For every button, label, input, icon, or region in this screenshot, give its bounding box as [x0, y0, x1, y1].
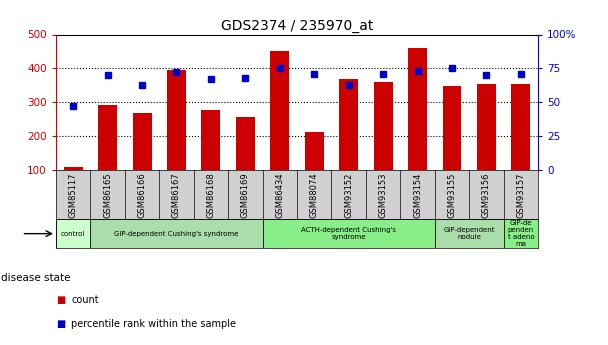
Text: GIP-de
penden
t adeno
ma: GIP-de penden t adeno ma	[508, 220, 534, 247]
Bar	[98, 105, 117, 170]
Text: GIP-dependent
nodule: GIP-dependent nodule	[443, 227, 495, 240]
Text: percentile rank within the sample: percentile rank within the sample	[71, 319, 236, 329]
Text: count: count	[71, 295, 98, 305]
Bar	[477, 84, 496, 170]
Bar	[236, 117, 255, 170]
Bar	[133, 113, 151, 170]
Text: GSM86169: GSM86169	[241, 172, 250, 218]
Bar	[263, 219, 435, 248]
Text: ■: ■	[56, 319, 65, 329]
Bar	[511, 84, 530, 170]
Text: GSM86434: GSM86434	[275, 172, 285, 218]
Text: GSM86167: GSM86167	[172, 172, 181, 218]
Text: GSM86166: GSM86166	[137, 172, 147, 218]
Text: ■: ■	[56, 295, 65, 305]
Text: GSM86165: GSM86165	[103, 172, 112, 218]
Bar	[408, 48, 427, 170]
Bar	[56, 219, 91, 248]
Text: GSM85117: GSM85117	[69, 172, 78, 218]
Bar	[91, 219, 263, 248]
Bar	[167, 70, 186, 170]
Bar	[271, 51, 289, 170]
Text: GSM93153: GSM93153	[379, 172, 388, 218]
Text: GSM93155: GSM93155	[447, 172, 457, 218]
Text: control: control	[61, 231, 85, 237]
Bar	[503, 219, 538, 248]
Bar	[443, 86, 461, 170]
Text: GSM93157: GSM93157	[516, 172, 525, 218]
Bar	[64, 167, 83, 170]
Text: GSM93154: GSM93154	[413, 172, 422, 218]
Text: ACTH-dependent Cushing's
syndrome: ACTH-dependent Cushing's syndrome	[301, 227, 396, 240]
Bar	[201, 110, 220, 170]
Text: GSM86168: GSM86168	[206, 172, 215, 218]
Text: GSM93152: GSM93152	[344, 172, 353, 218]
Text: GSM93156: GSM93156	[482, 172, 491, 218]
Text: disease state: disease state	[1, 273, 71, 283]
Title: GDS2374 / 235970_at: GDS2374 / 235970_at	[221, 19, 373, 33]
Text: GIP-dependent Cushing's syndrome: GIP-dependent Cushing's syndrome	[114, 231, 239, 237]
Bar	[435, 219, 503, 248]
Bar	[374, 82, 393, 170]
Text: GSM88074: GSM88074	[309, 172, 319, 218]
Bar	[339, 79, 358, 170]
Bar	[305, 132, 323, 170]
